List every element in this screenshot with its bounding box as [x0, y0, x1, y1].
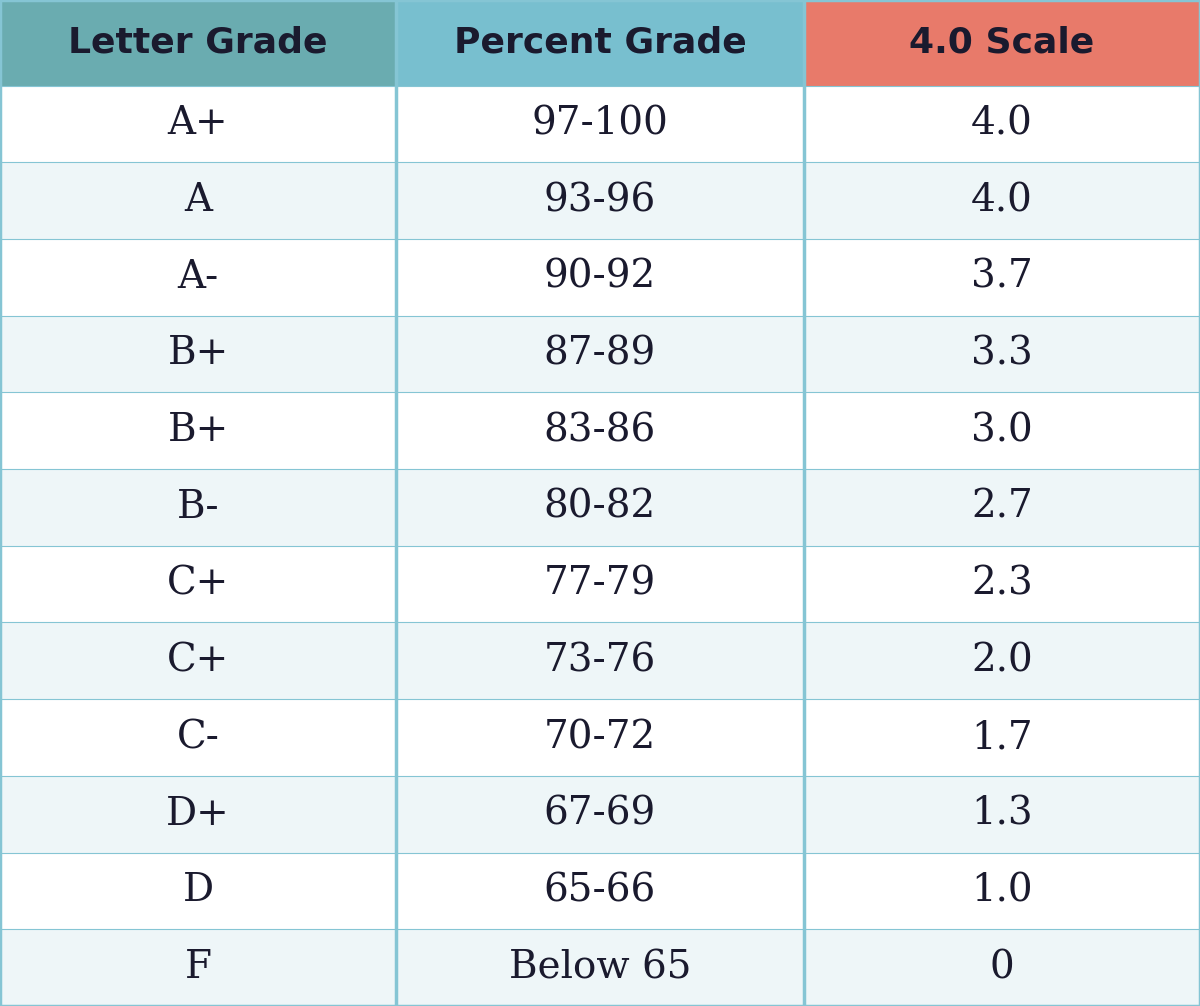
- Bar: [804, 162, 1200, 239]
- Bar: [804, 316, 1200, 392]
- Bar: [0, 392, 396, 469]
- Bar: [804, 699, 1200, 776]
- Text: F: F: [185, 949, 211, 986]
- Bar: [804, 86, 1200, 162]
- Text: 87-89: 87-89: [544, 335, 656, 372]
- Bar: [396, 852, 804, 930]
- Text: B+: B+: [167, 335, 229, 372]
- Bar: [396, 392, 804, 469]
- Text: B-: B-: [176, 489, 220, 526]
- Text: 1.3: 1.3: [971, 796, 1033, 833]
- Bar: [0, 545, 396, 623]
- Text: 67-69: 67-69: [544, 796, 656, 833]
- Bar: [0, 852, 396, 930]
- Bar: [0, 776, 396, 853]
- Bar: [804, 392, 1200, 469]
- Text: 73-76: 73-76: [544, 642, 656, 679]
- Text: 4.0: 4.0: [971, 106, 1033, 143]
- Bar: [804, 239, 1200, 316]
- Bar: [0, 930, 396, 1006]
- Text: 3.3: 3.3: [971, 335, 1033, 372]
- Text: 65-66: 65-66: [544, 872, 656, 909]
- Text: 90-92: 90-92: [544, 259, 656, 296]
- Bar: [0, 469, 396, 545]
- Text: 0: 0: [990, 949, 1014, 986]
- Bar: [0, 86, 396, 162]
- Text: 93-96: 93-96: [544, 182, 656, 219]
- Bar: [396, 930, 804, 1006]
- Bar: [804, 623, 1200, 699]
- Text: 2.3: 2.3: [971, 565, 1033, 603]
- Bar: [0, 699, 396, 776]
- Bar: [396, 469, 804, 545]
- Text: B+: B+: [167, 412, 229, 450]
- Text: 83-86: 83-86: [544, 412, 656, 450]
- Bar: [804, 545, 1200, 623]
- Text: C-: C-: [176, 719, 220, 757]
- Bar: [396, 699, 804, 776]
- Text: 1.0: 1.0: [971, 872, 1033, 909]
- Bar: [396, 545, 804, 623]
- Bar: [396, 316, 804, 392]
- Text: C+: C+: [167, 642, 229, 679]
- Bar: [396, 162, 804, 239]
- Text: 4.0: 4.0: [971, 182, 1033, 219]
- Text: Letter Grade: Letter Grade: [68, 26, 328, 59]
- Bar: [396, 0, 804, 86]
- Bar: [396, 776, 804, 853]
- Bar: [396, 239, 804, 316]
- Text: 1.7: 1.7: [971, 719, 1033, 757]
- Bar: [0, 0, 396, 86]
- Text: Percent Grade: Percent Grade: [454, 26, 746, 59]
- Bar: [0, 162, 396, 239]
- Text: A+: A+: [168, 106, 228, 143]
- Bar: [804, 0, 1200, 86]
- Bar: [804, 930, 1200, 1006]
- Text: C+: C+: [167, 565, 229, 603]
- Bar: [0, 316, 396, 392]
- Text: 4.0 Scale: 4.0 Scale: [910, 26, 1094, 59]
- Text: 80-82: 80-82: [544, 489, 656, 526]
- Bar: [396, 86, 804, 162]
- Text: Below 65: Below 65: [509, 949, 691, 986]
- Text: 2.7: 2.7: [971, 489, 1033, 526]
- Text: A: A: [184, 182, 212, 219]
- Text: A-: A-: [178, 259, 218, 296]
- Text: 77-79: 77-79: [544, 565, 656, 603]
- Text: 3.0: 3.0: [971, 412, 1033, 450]
- Bar: [804, 852, 1200, 930]
- Bar: [0, 623, 396, 699]
- Text: 97-100: 97-100: [532, 106, 668, 143]
- Text: 3.7: 3.7: [971, 259, 1033, 296]
- Text: D: D: [182, 872, 214, 909]
- Bar: [804, 469, 1200, 545]
- Bar: [804, 776, 1200, 853]
- Bar: [396, 623, 804, 699]
- Bar: [0, 239, 396, 316]
- Text: 2.0: 2.0: [971, 642, 1033, 679]
- Text: 70-72: 70-72: [544, 719, 656, 757]
- Text: D+: D+: [166, 796, 230, 833]
